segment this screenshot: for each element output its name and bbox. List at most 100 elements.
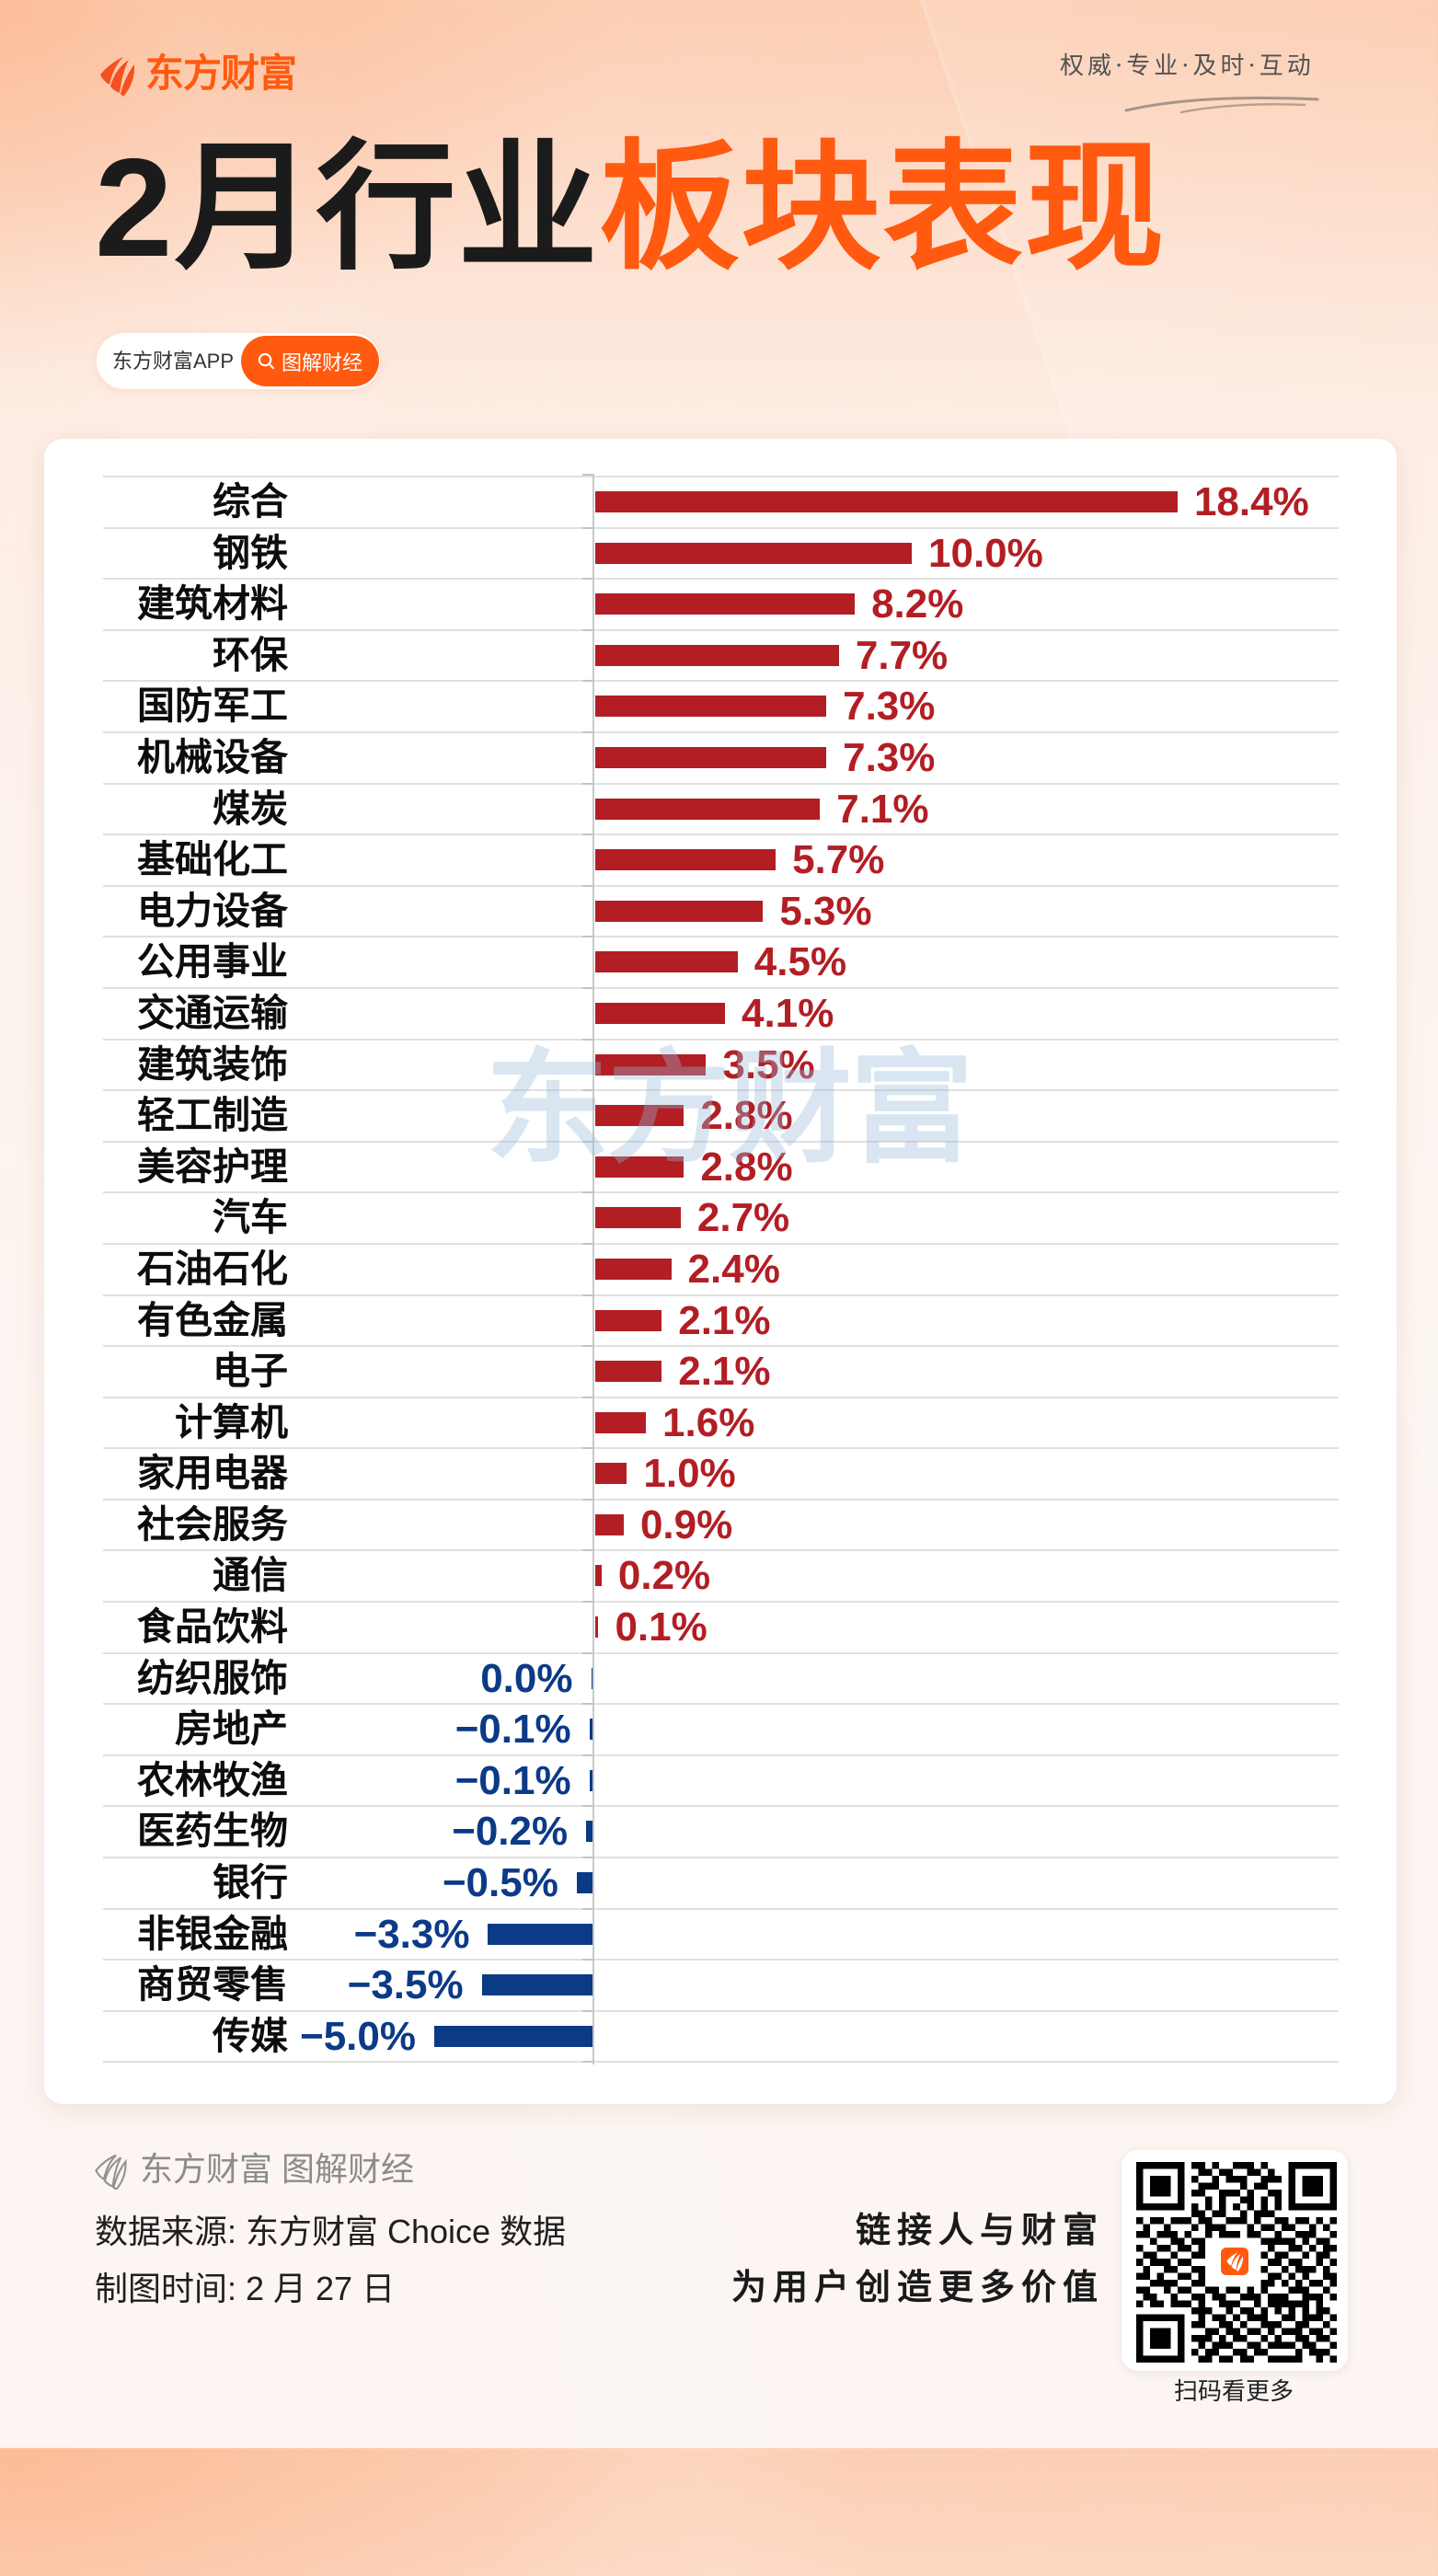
value-label: 0.2% bbox=[617, 1553, 711, 1599]
sector-label: 食品饮料 bbox=[137, 1605, 288, 1649]
qr-center-logo bbox=[1221, 2248, 1248, 2275]
sector-label: 电子 bbox=[213, 1350, 288, 1393]
chart-row: 基础化工 5.7% bbox=[103, 835, 1339, 887]
value-label: −0.5% bbox=[442, 1860, 558, 1906]
bar-negative bbox=[488, 1923, 592, 1945]
axis-tick bbox=[582, 1805, 593, 1808]
value-label: 10.0% bbox=[928, 530, 1043, 576]
value-label: 8.2% bbox=[871, 581, 964, 627]
sector-label: 钢铁 bbox=[213, 531, 288, 574]
value-label: −0.2% bbox=[452, 1809, 569, 1855]
value-label: 2.7% bbox=[696, 1195, 790, 1241]
axis-tick bbox=[582, 1294, 593, 1296]
axis-tick bbox=[582, 1601, 593, 1604]
axis-tick bbox=[582, 1959, 593, 1961]
sector-label: 纺织服饰 bbox=[137, 1656, 288, 1699]
sector-label: 农林牧渔 bbox=[137, 1758, 288, 1801]
sector-label: 建筑装饰 bbox=[137, 1042, 288, 1086]
chart-row: 美容护理 2.8% bbox=[103, 1143, 1339, 1194]
bar-negative bbox=[589, 1769, 592, 1791]
search-button[interactable]: 图解财经 bbox=[241, 336, 379, 386]
sector-label: 轻工制造 bbox=[137, 1094, 288, 1137]
chart-row: 建筑材料 8.2% bbox=[103, 580, 1339, 631]
axis-tick bbox=[582, 2061, 593, 2064]
value-label: 0.9% bbox=[639, 1501, 733, 1547]
bar-positive bbox=[595, 1616, 599, 1639]
footer-brand: 东方财富 图解财经 bbox=[140, 2150, 415, 2188]
value-label: −3.3% bbox=[353, 1911, 470, 1957]
chart-row: 非银金融 −3.3% bbox=[103, 1910, 1339, 1961]
slogan-line-2: 为用户创造更多价值 bbox=[731, 2269, 1104, 2307]
value-label: 2.8% bbox=[700, 1144, 793, 1190]
qr-caption: 扫码看更多 bbox=[1173, 2377, 1294, 2405]
bar-positive bbox=[595, 746, 827, 768]
search-icon bbox=[258, 352, 275, 370]
value-label: 3.5% bbox=[722, 1041, 815, 1087]
bar-positive bbox=[595, 849, 777, 871]
axis-tick bbox=[582, 526, 593, 529]
bar-positive bbox=[595, 1207, 681, 1229]
chart-row: 综合 18.4% bbox=[103, 477, 1339, 529]
footer-logo-icon bbox=[95, 2154, 127, 2190]
chart-row: 社会服务 0.9% bbox=[103, 1501, 1339, 1552]
sector-label: 基础化工 bbox=[137, 838, 288, 881]
app-label: 东方财富APP bbox=[112, 350, 235, 373]
bar-positive bbox=[595, 1513, 624, 1535]
sector-label: 家用电器 bbox=[137, 1452, 288, 1495]
axis-tick bbox=[582, 474, 593, 476]
value-label: 2.4% bbox=[687, 1246, 780, 1292]
chart-row: 交通运输 4.1% bbox=[103, 989, 1339, 1041]
chart-row: 煤炭 7.1% bbox=[103, 785, 1339, 836]
value-label: 1.0% bbox=[643, 1451, 736, 1497]
bar-positive bbox=[595, 542, 912, 564]
chart-row: 商贸零售 −3.5% bbox=[103, 1961, 1339, 2012]
bar-positive bbox=[595, 1361, 662, 1383]
sector-label: 有色金属 bbox=[137, 1298, 288, 1341]
chart-row: 建筑装饰 3.5% bbox=[103, 1041, 1339, 1092]
sector-label: 煤炭 bbox=[213, 787, 288, 830]
zero-axis-line bbox=[592, 474, 594, 2064]
value-label: 18.4% bbox=[1193, 479, 1309, 524]
chart-row: 银行 −0.5% bbox=[103, 1858, 1339, 1910]
bar-negative bbox=[576, 1872, 592, 1894]
chart-row: 钢铁 10.0% bbox=[103, 529, 1339, 581]
data-source: 数据来源: 东方财富 Choice 数据 bbox=[95, 2213, 567, 2250]
chart-row: 汽车 2.7% bbox=[103, 1193, 1339, 1245]
bar-positive bbox=[595, 696, 827, 718]
axis-tick bbox=[582, 1857, 593, 1859]
axis-tick bbox=[582, 1396, 593, 1398]
value-label: 4.5% bbox=[754, 939, 847, 985]
bar-positive bbox=[595, 644, 839, 666]
value-label: 5.7% bbox=[792, 837, 885, 883]
page-title: 2月行业板块表现 bbox=[95, 138, 1167, 278]
axis-tick bbox=[582, 1447, 593, 1450]
axis-tick bbox=[582, 1651, 593, 1654]
chart-row: 电子 2.1% bbox=[103, 1347, 1339, 1398]
chart-row: 有色金属 2.1% bbox=[103, 1296, 1339, 1348]
app-search-pill: 东方财富APP 图解财经 bbox=[95, 331, 382, 391]
brand-name: 东方财富 bbox=[145, 52, 297, 95]
value-label: 7.1% bbox=[836, 786, 929, 832]
bar-positive bbox=[595, 1156, 684, 1178]
sector-label: 美容护理 bbox=[137, 1144, 288, 1188]
chart-row: 纺织服饰 0.0% bbox=[103, 1654, 1339, 1706]
sector-label: 国防军工 bbox=[137, 684, 288, 728]
sector-label: 商贸零售 bbox=[137, 1963, 288, 2007]
value-label: 2.1% bbox=[678, 1349, 771, 1395]
axis-tick bbox=[582, 1907, 593, 1910]
value-label: −0.1% bbox=[454, 1707, 571, 1753]
axis-tick bbox=[582, 1038, 593, 1041]
value-label: −5.0% bbox=[300, 2013, 416, 2059]
sector-label: 公用事业 bbox=[137, 940, 288, 983]
value-label: 5.3% bbox=[779, 888, 872, 934]
bar-positive bbox=[595, 798, 821, 820]
bar-positive bbox=[595, 491, 1178, 512]
axis-tick bbox=[582, 1140, 593, 1143]
axis-tick bbox=[582, 936, 593, 938]
chart-row: 公用事业 4.5% bbox=[103, 937, 1339, 989]
axis-tick bbox=[582, 1089, 593, 1092]
axis-tick bbox=[582, 782, 593, 785]
chart-row: 房地产 −0.1% bbox=[103, 1705, 1339, 1756]
axis-tick bbox=[582, 1498, 593, 1501]
axis-tick bbox=[582, 628, 593, 631]
